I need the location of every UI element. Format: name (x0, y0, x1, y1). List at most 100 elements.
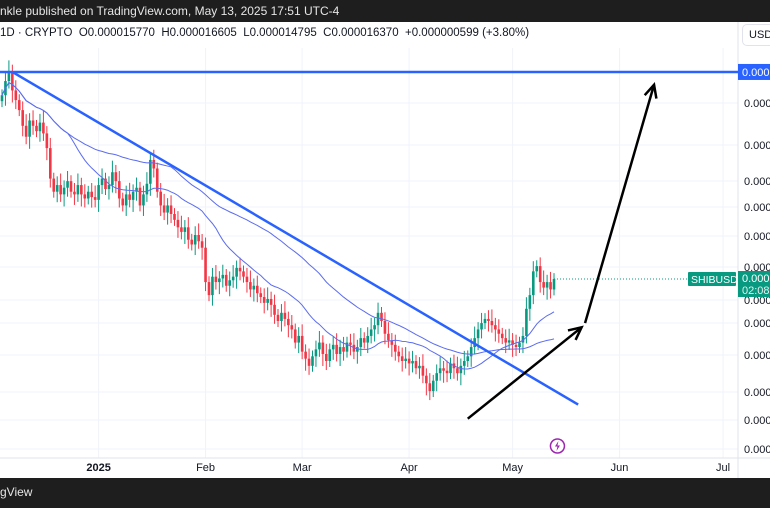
candle-body (193, 234, 197, 245)
candle-body (290, 325, 294, 330)
moving-average-line (1, 81, 555, 355)
candle-body (76, 185, 80, 195)
candle-body (111, 172, 114, 186)
candle-body (0, 95, 4, 102)
y-tick-label: 0.000 (744, 176, 770, 188)
candle-body (311, 356, 314, 366)
moving-average-line (1, 81, 555, 370)
candle-body (528, 295, 532, 309)
candle-body (521, 335, 525, 343)
candle-body (463, 361, 466, 366)
candle-body (162, 205, 166, 213)
candle-body (545, 282, 549, 288)
candle-body (83, 194, 87, 199)
open-value: O0.000015770 (78, 27, 155, 39)
candle-body (269, 298, 273, 305)
candle-body (380, 312, 383, 321)
candle-body (494, 325, 497, 330)
candle-body (266, 298, 269, 303)
candle-body (438, 368, 442, 374)
y-tick-label: 0.000 (744, 202, 770, 214)
candle-body (231, 276, 235, 281)
candle-body (376, 312, 380, 326)
y-tick-label: 0.000 (744, 444, 770, 456)
candle-body (66, 181, 69, 188)
low-value: L0.000014795 (243, 27, 317, 39)
candle-body (431, 380, 435, 392)
candle-body (407, 358, 411, 364)
candle-body (52, 178, 56, 192)
y-tick-label: 0.000 (744, 350, 770, 362)
candle-body (297, 335, 300, 343)
candle-body (293, 329, 297, 343)
candle-body (228, 280, 231, 286)
change-value: +0.000000599 (+3.80%) (405, 27, 530, 39)
horizontal-line-label-bg (738, 63, 770, 80)
candle-body (411, 361, 414, 364)
price-chart[interactable]: 2025 Feb Mar Apr May Jun Jul 0.000 0.000 0.000 0.0… (0, 0, 770, 478)
candle-body (459, 365, 463, 374)
candle-body (300, 335, 304, 352)
candle-body (90, 191, 93, 198)
candle-body (325, 353, 328, 362)
candle-body (318, 342, 321, 350)
arrow-line (466, 326, 583, 420)
candle-body (535, 266, 539, 272)
candle-body (331, 344, 335, 350)
x-tick-label: Jul (716, 462, 730, 474)
candle-body (518, 342, 521, 348)
lightning-icon[interactable] (549, 438, 566, 454)
candle-body (345, 342, 349, 352)
candle-body (307, 358, 311, 366)
candle-body (280, 312, 283, 321)
candle-body (249, 282, 252, 290)
currency-button[interactable]: USD (742, 24, 770, 46)
arrow-head (643, 81, 658, 99)
candle-body (214, 276, 218, 283)
candle-body (97, 185, 100, 200)
last-price-label-bg (738, 271, 770, 297)
candle-body (221, 274, 225, 279)
candle-body (135, 187, 138, 192)
candle-body (283, 312, 287, 319)
candle-body (100, 178, 104, 186)
candle-body (180, 227, 183, 232)
candle-body (400, 356, 404, 362)
candle-body (418, 365, 421, 369)
candle-body (211, 276, 214, 296)
candle-body (183, 227, 187, 232)
y-tick-label: 0.000 (744, 231, 770, 243)
candle-body (142, 194, 145, 206)
candle-body (262, 297, 266, 303)
candle-body (525, 308, 528, 336)
candle-body (394, 344, 397, 352)
candle-body (404, 358, 407, 362)
y-tick-label: 0.000 (744, 140, 770, 152)
candle-body (549, 282, 552, 290)
candle-body (428, 383, 432, 392)
x-tick-label: Mar (293, 462, 312, 474)
y-tick-label: 0.000 (744, 98, 770, 110)
candle-body (442, 368, 445, 371)
candle-body (11, 71, 14, 91)
candle-body (552, 279, 556, 290)
candle-body (121, 198, 125, 206)
candle-body (38, 122, 42, 132)
candle-body (80, 185, 83, 195)
candle-body (49, 148, 52, 179)
candle-body (73, 191, 76, 195)
candle-body (342, 347, 345, 352)
x-tick-label: Apr (401, 462, 418, 474)
candle-body (366, 335, 369, 343)
candle-body (387, 333, 390, 341)
candle-body (86, 191, 90, 199)
candle-body (490, 320, 494, 326)
candle-body (542, 282, 545, 288)
candle-body (7, 71, 11, 82)
arrow-head (567, 325, 584, 341)
candle-body (514, 344, 518, 348)
candle-body (62, 187, 66, 195)
y-tick-label: 0.000 (744, 415, 770, 427)
y-tick-label: 0.000 (744, 387, 770, 399)
candle-body (224, 274, 228, 286)
